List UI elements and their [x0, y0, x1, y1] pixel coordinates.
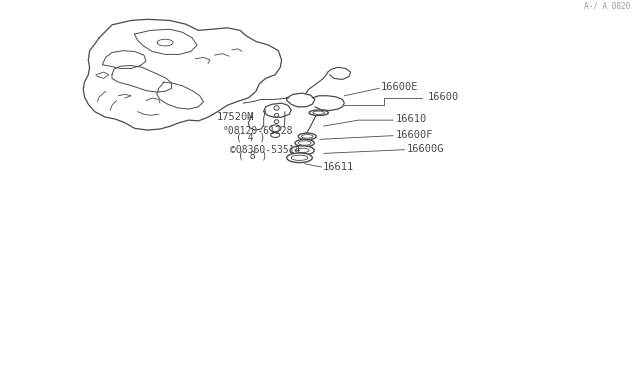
Text: 17520M: 17520M [216, 112, 254, 122]
Text: °08120-61228: °08120-61228 [223, 126, 293, 136]
Ellipse shape [290, 146, 314, 155]
Text: 16611: 16611 [323, 162, 355, 172]
Ellipse shape [295, 140, 314, 147]
Ellipse shape [309, 110, 328, 116]
Text: ( 4 ): ( 4 ) [236, 132, 265, 142]
Text: 16600F: 16600F [396, 130, 433, 140]
Text: ( 8 ): ( 8 ) [238, 151, 268, 161]
Text: 16600: 16600 [428, 92, 459, 102]
Text: ©08360-53514: ©08360-53514 [230, 145, 301, 155]
Text: A-/ A 0020: A-/ A 0020 [584, 2, 630, 11]
Ellipse shape [298, 133, 316, 140]
Ellipse shape [287, 153, 312, 163]
Text: 16600G: 16600G [406, 144, 444, 154]
Text: 16600E: 16600E [381, 82, 419, 92]
Text: 16610: 16610 [396, 114, 427, 124]
